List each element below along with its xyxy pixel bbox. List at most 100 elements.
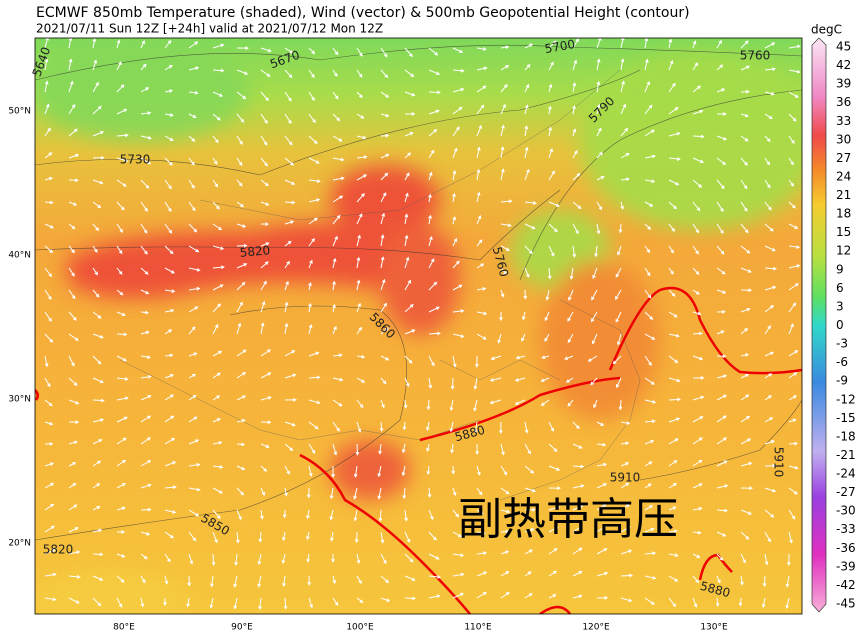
wind-arrow [668,355,679,364]
wind-arrow [92,289,100,298]
wind-arrow [500,289,505,298]
wind-arrow [380,302,387,313]
colorbar-tick: 6 [836,281,844,295]
wind-arrow [764,373,773,379]
wind-arrow [284,240,292,247]
wind-arrow [260,157,268,167]
wind-arrow [140,310,150,315]
wind-arrow [116,506,126,511]
wind-arrow [140,330,150,335]
wind-arrow [260,465,268,472]
wind-arrow [140,553,148,560]
wind-arrow [500,223,512,228]
wind-arrow [260,69,271,77]
wind-arrow [92,483,101,489]
wind-arrow [282,509,287,519]
wind-arrow [44,152,53,159]
wind-arrow [212,303,222,313]
wind-arrow [452,531,463,538]
wind-arrow [716,484,729,489]
wind-arrow [332,257,337,269]
wind-arrow [356,69,363,78]
wind-arrow [332,353,343,358]
colorbar-tick: 18 [836,207,851,221]
wind-arrow [284,373,297,379]
colorbar-tick: 9 [836,262,844,276]
wind-arrow [476,487,483,496]
wind-arrow [236,465,246,471]
wind-arrow [284,200,296,205]
wind-arrow [452,68,465,73]
wind-arrow [44,572,57,577]
wind-arrow [788,44,801,49]
wind-arrow [284,47,294,54]
wind-arrow [473,377,478,390]
wind-arrow [332,113,341,122]
wind-arrow [186,597,190,608]
wind-arrow [788,302,797,313]
wind-arrow [547,267,552,280]
wind-arrow [620,573,634,578]
wind-arrow [476,66,488,71]
wind-arrow [164,485,177,490]
wind-arrow [452,553,465,558]
wind-arrow [308,281,312,291]
wind-arrow [668,107,679,115]
wind-arrow [596,525,607,533]
wind-arrow [332,303,336,313]
wind-arrow [692,223,700,234]
wind-arrow [764,42,776,49]
wind-arrow [116,355,127,362]
wind-arrow [514,377,526,382]
wind-arrow [260,300,266,313]
wind-arrow [644,223,652,230]
wind-arrow [236,322,242,335]
wind-arrow [164,531,174,539]
wind-arrow [140,267,149,275]
wind-arrow [524,64,531,71]
wind-arrow [68,462,77,467]
wind-arrow [740,531,750,540]
wind-arrow [68,597,80,604]
wind-arrow [164,113,174,117]
wind-arrow [116,575,125,583]
wind-arrow [164,415,175,423]
wind-arrow [514,399,526,405]
wind-arrow [785,597,790,610]
wind-arrow [188,306,199,313]
wind-arrow [212,179,219,188]
wind-arrow [236,46,249,50]
wind-arrow [548,223,558,233]
wind-arrow [188,326,196,335]
wind-arrow [428,90,441,95]
wind-arrow [306,509,310,520]
wind-arrow [164,267,175,274]
wind-arrow [282,575,286,588]
wind-arrow [92,81,99,93]
contour-label: 5730 [120,153,151,167]
wind-arrow [572,82,577,93]
wind-arrow [404,132,414,137]
contour-label: 5700 [544,37,577,56]
wind-arrow [332,91,339,100]
wind-arrow [308,237,315,247]
wind-arrow [212,265,225,270]
wind-arrow [116,377,129,381]
wind-arrow [212,157,218,165]
lon-label: 130°E [700,623,728,633]
wind-arrow [668,38,673,49]
wind-arrow [380,133,390,138]
wind-arrow [212,245,225,250]
wind-arrow [644,267,651,277]
wind-arrow [548,594,557,599]
wind-arrow [692,355,704,361]
wind-arrow [716,64,724,71]
wind-arrow [476,85,487,93]
wind-arrow [164,201,172,213]
wind-arrow [740,394,750,401]
wind-arrow [332,135,343,142]
wind-arrow [668,438,679,445]
wind-arrow [234,553,238,566]
wind-arrow [428,281,438,291]
wind-arrow [764,440,775,445]
